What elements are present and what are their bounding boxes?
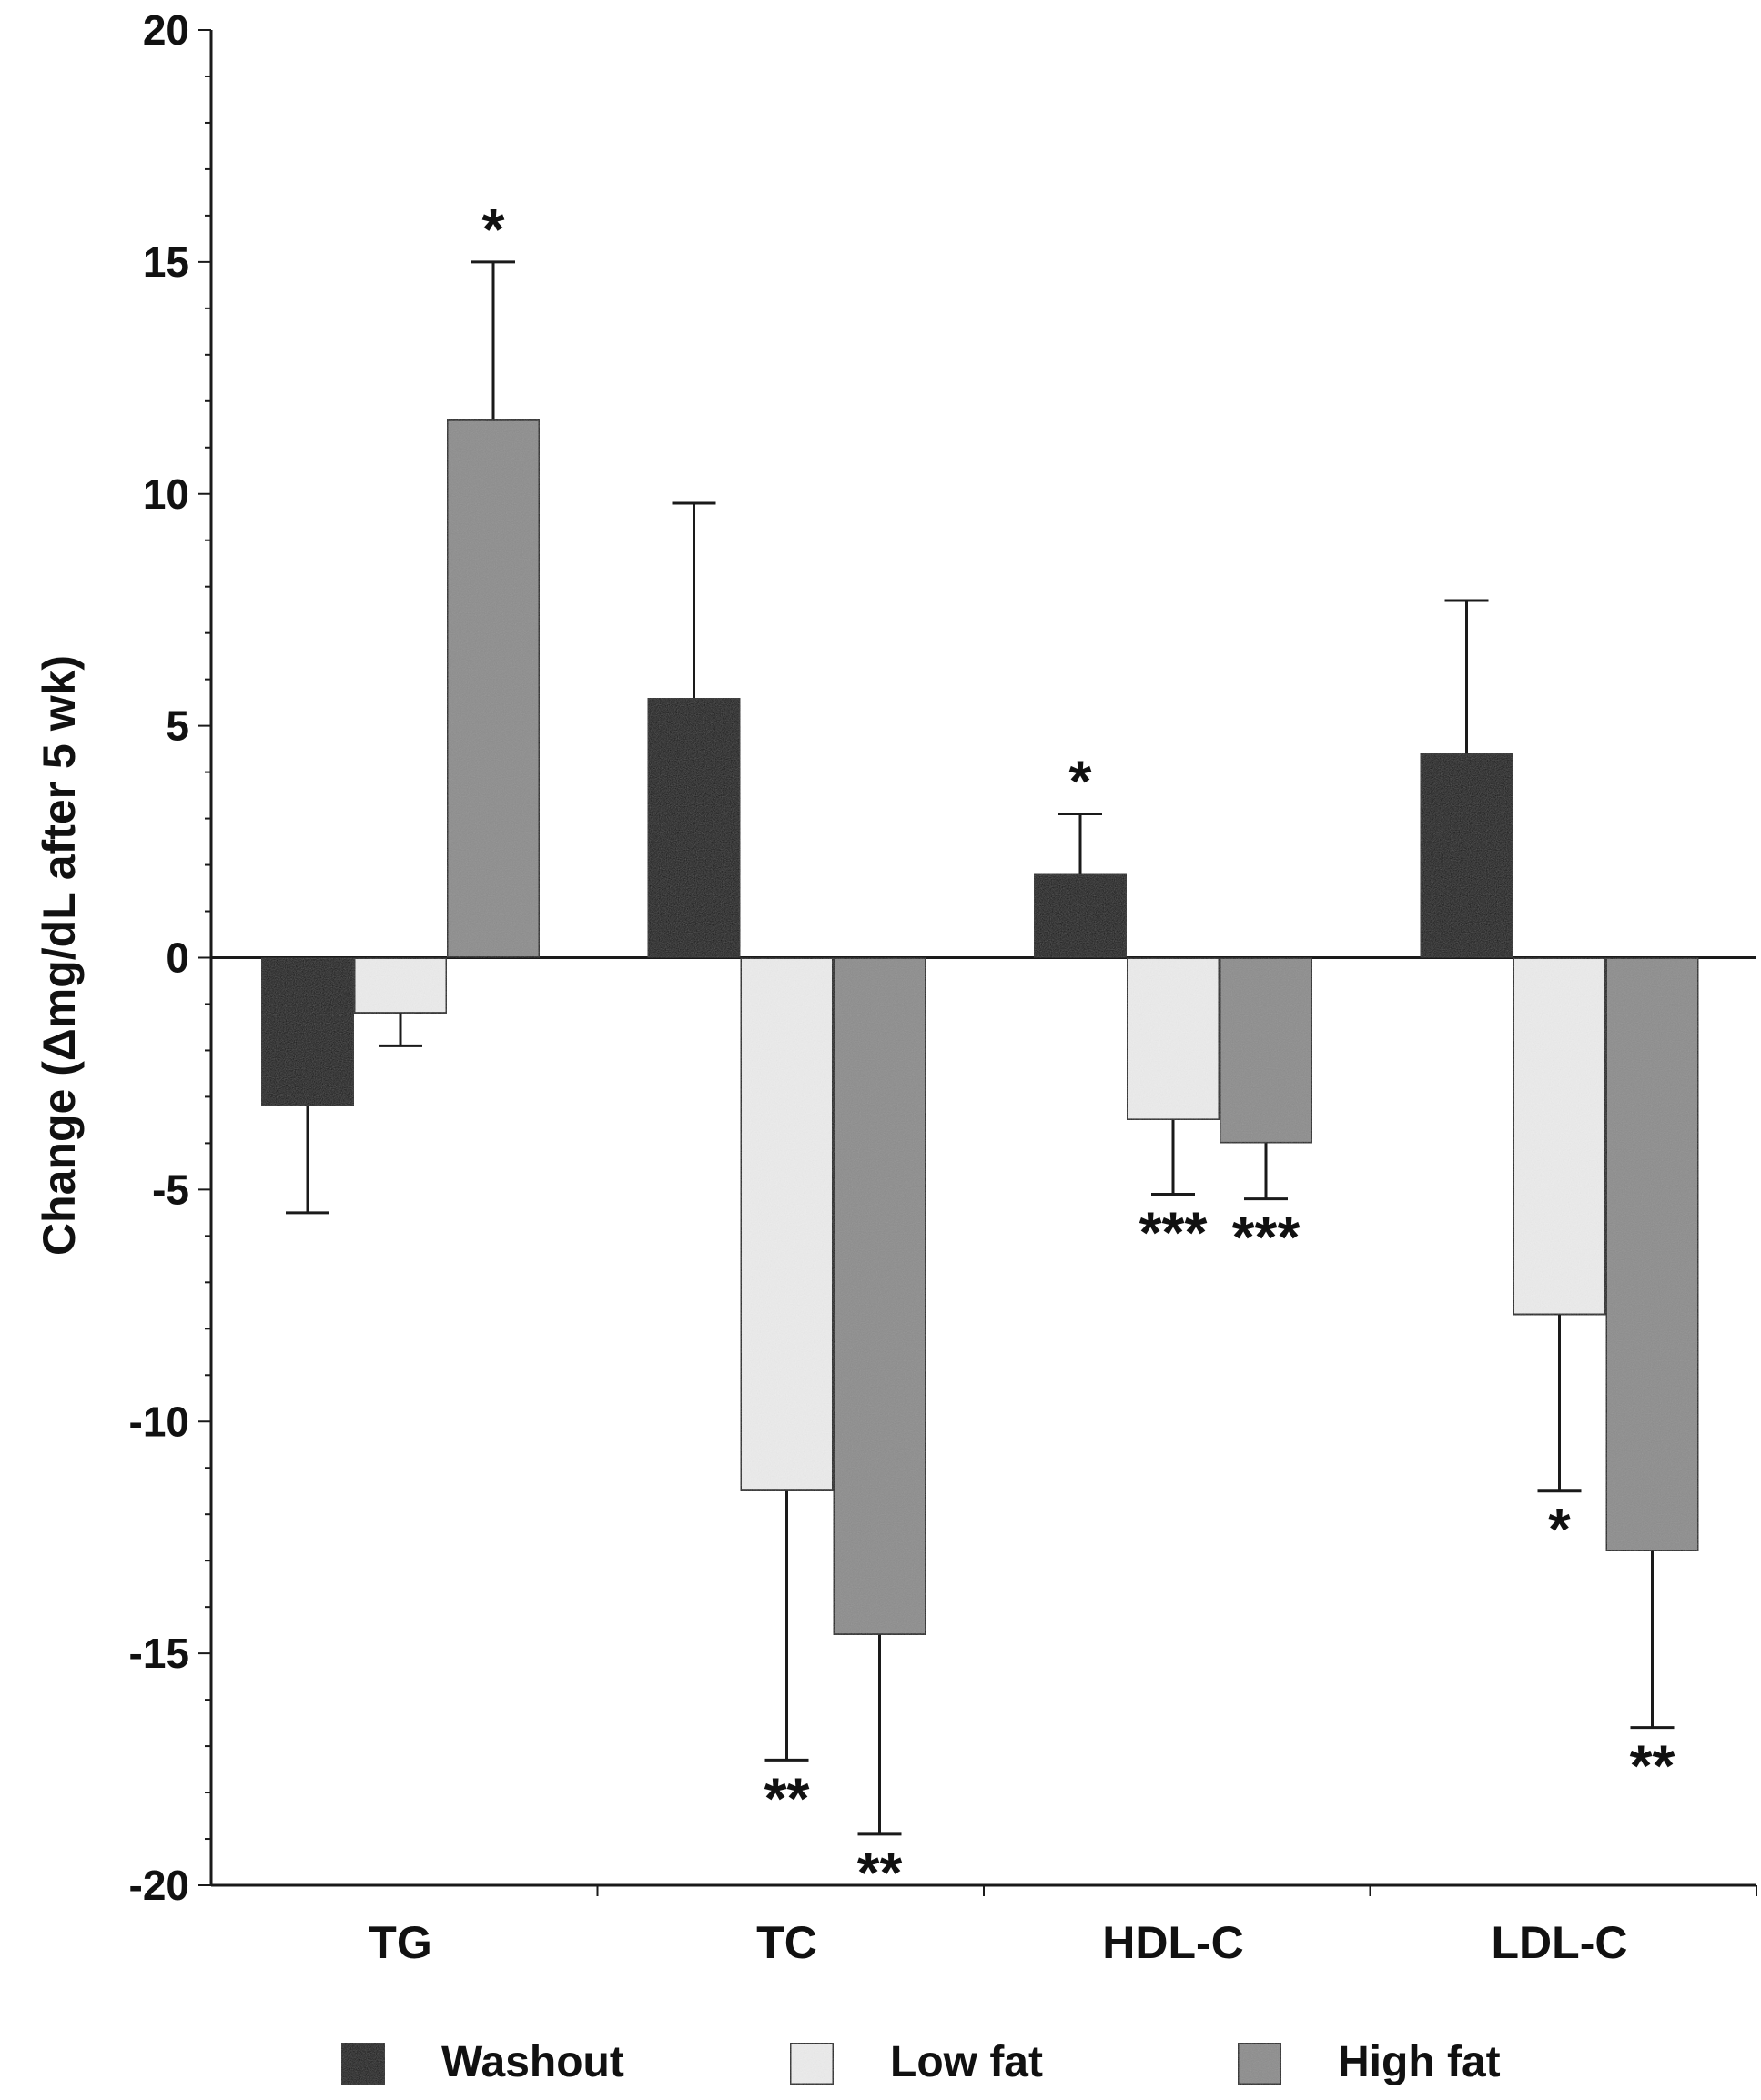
significance-marker: ** bbox=[764, 1765, 810, 1831]
significance-markers: ********* ****** bbox=[482, 197, 1675, 1905]
y-tick-label: 0 bbox=[166, 934, 189, 982]
bar-high-fat bbox=[445, 418, 541, 959]
bar-low-fat bbox=[739, 956, 835, 1493]
bar-high-fat bbox=[1218, 956, 1314, 1145]
legend-swatch-high-fat bbox=[1236, 2041, 1283, 2086]
legend: Washout Low fat High fat bbox=[339, 2038, 1501, 2086]
y-tick-label: -5 bbox=[152, 1166, 189, 1213]
bar-low-fat bbox=[352, 956, 449, 1015]
bar-low-fat bbox=[1125, 956, 1221, 1122]
bar-washout bbox=[646, 696, 742, 959]
significance-marker: * bbox=[1069, 748, 1092, 813]
y-axis-title: Change (Δmg/dL after 5 wk) bbox=[34, 655, 85, 1256]
x-category-label: LDL-C bbox=[1492, 1917, 1628, 1968]
y-tick-label: -15 bbox=[129, 1630, 189, 1677]
y-tick-label: 15 bbox=[143, 238, 189, 286]
legend-swatch-washout bbox=[339, 2041, 387, 2086]
y-tick-label: -10 bbox=[129, 1398, 189, 1445]
bar-washout bbox=[1032, 873, 1128, 959]
legend-label: Washout bbox=[441, 2038, 624, 2086]
x-category-label: TG bbox=[369, 1917, 431, 1968]
significance-marker: ** bbox=[1630, 1733, 1675, 1799]
bars bbox=[259, 418, 1700, 1637]
legend-label: Low fat bbox=[890, 2038, 1043, 2086]
bar-high-fat bbox=[832, 956, 927, 1637]
legend-swatch-low-fat bbox=[788, 2041, 835, 2086]
significance-marker: ** bbox=[857, 1840, 903, 1905]
significance-marker: *** bbox=[1139, 1199, 1208, 1265]
bar-washout bbox=[259, 956, 356, 1108]
y-tick-label: -20 bbox=[129, 1862, 189, 1909]
significance-marker: *** bbox=[1232, 1205, 1301, 1270]
significance-marker: * bbox=[482, 197, 505, 262]
x-category-label: TC bbox=[756, 1917, 817, 1968]
x-category-label: HDL-C bbox=[1102, 1917, 1244, 1968]
bar-washout bbox=[1419, 752, 1514, 960]
y-tick-label: 20 bbox=[143, 6, 189, 54]
error-bars bbox=[286, 260, 1675, 1836]
y-tick-label: 5 bbox=[166, 702, 189, 750]
legend-label: High fat bbox=[1338, 2038, 1501, 2086]
bar-low-fat bbox=[1512, 956, 1607, 1317]
y-tick-label: 10 bbox=[143, 470, 189, 518]
significance-marker: * bbox=[1548, 1497, 1571, 1562]
y-axis: 20 15 10 5 0 -5 -10 -15 -20 bbox=[129, 6, 213, 1909]
bar-high-fat bbox=[1604, 956, 1700, 1553]
